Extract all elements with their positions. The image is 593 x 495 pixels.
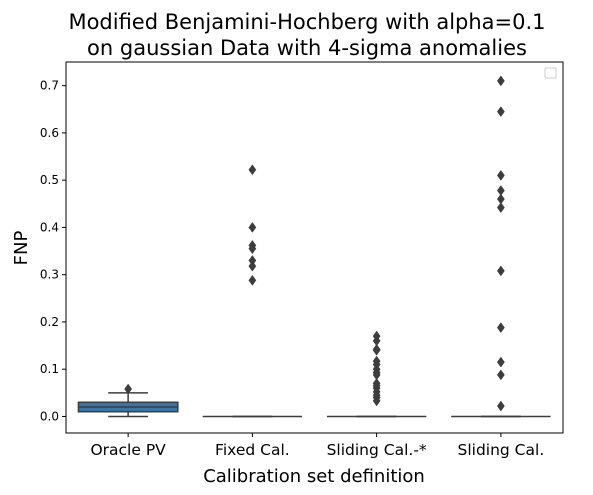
y-tick-label: 0.6	[40, 126, 59, 140]
chart-title-line-2: on gaussian Data with 4-sigma anomalies	[87, 36, 527, 60]
outlier-point	[496, 106, 505, 118]
x-category-label: Sliding Cal.	[458, 441, 545, 459]
outlier-point	[248, 243, 257, 255]
outlier-point	[248, 260, 257, 272]
outlier-point	[496, 356, 505, 368]
box-group	[77, 383, 179, 418]
outlier-point	[496, 75, 505, 87]
outlier-point	[248, 274, 257, 286]
outlier-point	[372, 395, 381, 407]
y-tick-label: 0.2	[40, 315, 59, 329]
legend-box	[544, 67, 557, 79]
outlier-point	[496, 169, 505, 181]
y-tick-label: 0.5	[40, 173, 59, 187]
y-axis-label: FNP	[11, 231, 32, 266]
plot-area	[77, 75, 551, 418]
outlier-point	[496, 369, 505, 381]
x-category-label: Fixed Cal.	[215, 441, 290, 459]
y-tick-label: 0.0	[40, 409, 59, 423]
x-category-label: Sliding Cal.-*	[327, 441, 427, 459]
x-category-label: Oracle PV	[90, 441, 166, 459]
y-tick-label: 0.7	[40, 79, 59, 93]
outlier-point	[248, 221, 257, 233]
outlier-point	[124, 383, 133, 395]
outlier-point	[496, 202, 505, 213]
outlier-point	[496, 322, 505, 334]
box-group	[451, 75, 551, 418]
plot-frame	[65, 61, 564, 434]
y-tick-label: 0.1	[40, 362, 59, 376]
outlier-point	[248, 164, 257, 176]
y-tick-label: 0.4	[40, 220, 59, 234]
box-group	[202, 164, 303, 418]
x-axis-label: Calibration set definition	[203, 466, 425, 487]
y-tick-label: 0.3	[40, 268, 59, 282]
y-axis: 0.0 0.1 0.2 0.3 0.4 0.5 0.6 0.7	[40, 79, 66, 423]
chart-title-line-1: Modified Benjamini-Hochberg with alpha=0…	[68, 10, 545, 34]
x-axis: Oracle PV Fixed Cal. Sliding Cal.-* Sliding…	[90, 433, 544, 459]
outlier-point	[496, 400, 505, 412]
box-group	[326, 330, 427, 418]
outlier-point	[372, 344, 381, 356]
outlier-point	[496, 265, 505, 277]
